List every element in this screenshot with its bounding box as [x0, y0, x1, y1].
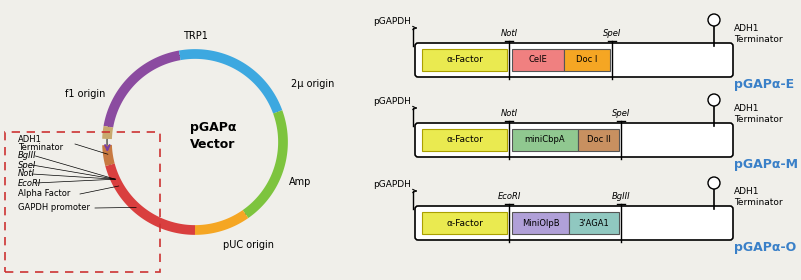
FancyBboxPatch shape	[569, 212, 619, 234]
Text: pGAPα-M: pGAPα-M	[734, 158, 798, 171]
Text: pGAPα-O: pGAPα-O	[734, 241, 796, 254]
Text: TRP1: TRP1	[183, 31, 207, 41]
Text: α-Factor: α-Factor	[446, 136, 483, 144]
Text: NotI: NotI	[501, 29, 517, 38]
Circle shape	[708, 177, 720, 189]
Text: α-Factor: α-Factor	[446, 55, 483, 64]
Text: miniCbpA: miniCbpA	[525, 136, 566, 144]
Circle shape	[708, 14, 720, 26]
Text: pGAPDH: pGAPDH	[373, 180, 411, 189]
Text: ADH1
Terminator: ADH1 Terminator	[734, 24, 783, 44]
Text: pGAPDH: pGAPDH	[373, 97, 411, 106]
Text: CelE: CelE	[529, 55, 547, 64]
Text: NotI: NotI	[18, 169, 35, 179]
Text: EcoRI: EcoRI	[18, 179, 42, 188]
Text: BgIII: BgIII	[18, 151, 37, 160]
Text: SpeI: SpeI	[612, 109, 630, 118]
Text: Doc II: Doc II	[586, 136, 610, 144]
Text: Alpha Factor: Alpha Factor	[18, 190, 70, 199]
Text: pGAPDH: pGAPDH	[373, 17, 411, 26]
FancyBboxPatch shape	[512, 49, 564, 71]
Text: MiniOlpB: MiniOlpB	[521, 218, 559, 227]
Text: GAPDH promoter: GAPDH promoter	[18, 204, 90, 213]
Text: f1 origin: f1 origin	[65, 89, 105, 99]
FancyBboxPatch shape	[415, 123, 733, 157]
Text: BgIII: BgIII	[612, 192, 630, 201]
Text: Terminator: Terminator	[18, 143, 63, 151]
Text: ADH1
Terminator: ADH1 Terminator	[734, 187, 783, 207]
FancyBboxPatch shape	[564, 49, 610, 71]
Text: α-Factor: α-Factor	[446, 218, 483, 227]
FancyBboxPatch shape	[422, 49, 507, 71]
FancyBboxPatch shape	[512, 129, 578, 151]
Text: 2μ origin: 2μ origin	[291, 79, 334, 89]
Text: Doc I: Doc I	[576, 55, 598, 64]
FancyBboxPatch shape	[415, 206, 733, 240]
FancyBboxPatch shape	[415, 43, 733, 77]
Text: EcoRI: EcoRI	[497, 192, 521, 201]
Text: Amp: Amp	[289, 177, 312, 187]
Text: pGAPα-E: pGAPα-E	[734, 78, 794, 91]
Text: 3'AGA1: 3'AGA1	[578, 218, 610, 227]
Text: ADH1
Terminator: ADH1 Terminator	[734, 104, 783, 124]
FancyBboxPatch shape	[422, 212, 507, 234]
FancyBboxPatch shape	[422, 129, 507, 151]
Text: SpeI: SpeI	[603, 29, 622, 38]
FancyBboxPatch shape	[512, 212, 569, 234]
Circle shape	[708, 94, 720, 106]
Text: ADH1: ADH1	[18, 136, 42, 144]
Text: pUC origin: pUC origin	[223, 240, 274, 250]
Text: pGAPα
Vector: pGAPα Vector	[190, 121, 236, 151]
FancyBboxPatch shape	[578, 129, 619, 151]
Text: NotI: NotI	[501, 109, 517, 118]
Text: SpeI: SpeI	[18, 160, 36, 169]
